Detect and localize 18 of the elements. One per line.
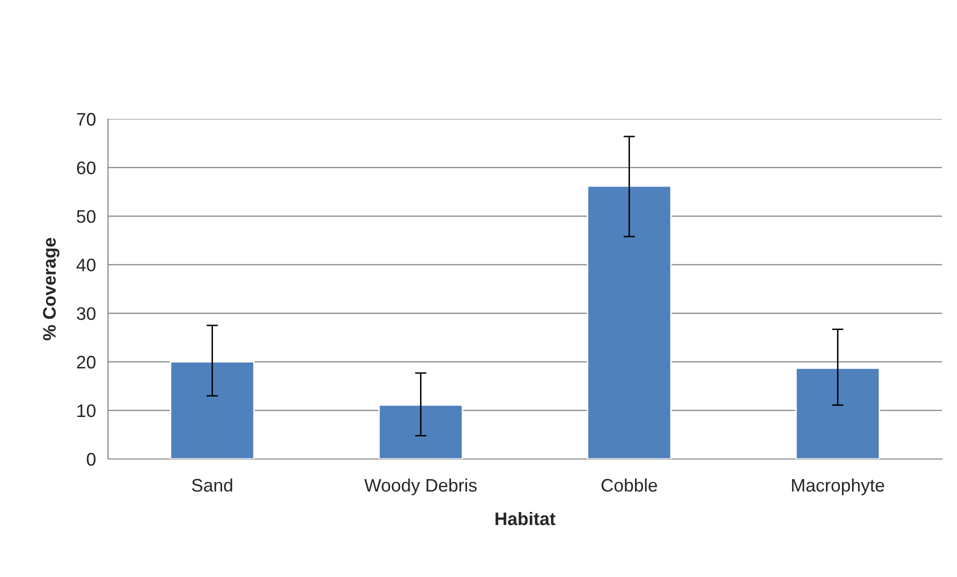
x-tick-label: Macrophyte — [792, 478, 884, 496]
y-tick-label: 40 — [76, 258, 96, 272]
x-tick-label: Woody Debris — [364, 478, 477, 496]
x-axis-title: Habitat — [496, 512, 556, 526]
y-tick-label: 10 — [77, 404, 96, 418]
bar — [586, 185, 672, 459]
x-tick-label: Sand — [192, 478, 232, 492]
y-tick-label: 60 — [77, 162, 96, 174]
y-axis-title: % Coverage — [43, 238, 60, 340]
bar — [378, 404, 464, 459]
y-tick-label: 20 — [77, 356, 96, 369]
y-tick-label: 30 — [76, 307, 96, 320]
bar — [170, 361, 255, 459]
y-tick-label: 0 — [86, 452, 96, 466]
y-tick-label: 70 — [77, 112, 96, 126]
bar — [795, 367, 880, 459]
x-tick-label: Cobble — [602, 478, 658, 492]
y-tick-label: 50 — [76, 210, 96, 223]
